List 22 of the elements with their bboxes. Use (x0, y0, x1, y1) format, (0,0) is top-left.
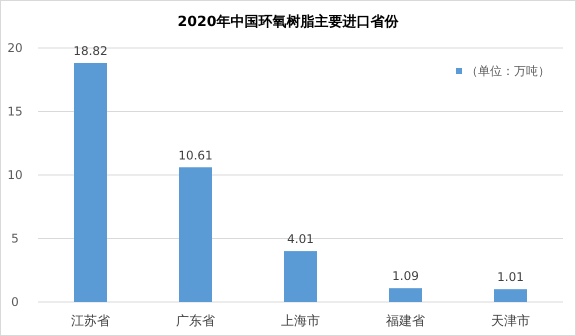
data-label: 1.09 (392, 269, 419, 284)
bar (389, 288, 422, 302)
x-tick-label: 福建省 (386, 314, 425, 329)
x-tick-label: 广东省 (176, 314, 215, 329)
x-tick-label: 江苏省 (71, 314, 110, 329)
bar (74, 62, 107, 302)
y-tick-label: 20 (7, 41, 23, 55)
data-label: 4.01 (287, 232, 314, 246)
y-tick-label: 0 (11, 295, 19, 309)
bar (179, 167, 212, 302)
chart-title: 2020年中国环氧树脂主要进口省份 (178, 13, 400, 30)
x-tick-label: 上海市 (281, 314, 320, 329)
y-tick-label: 5 (11, 232, 19, 246)
bar (494, 289, 527, 302)
bar (284, 251, 317, 302)
data-label: 10.61 (178, 148, 213, 162)
x-tick-label: 天津市 (491, 314, 530, 329)
legend-label: （单位：万吨） (466, 64, 550, 78)
y-tick-label: 15 (7, 104, 23, 118)
data-label: 18.82 (73, 44, 108, 58)
data-label: 1.01 (497, 270, 524, 284)
y-tick-label: 10 (7, 168, 23, 182)
